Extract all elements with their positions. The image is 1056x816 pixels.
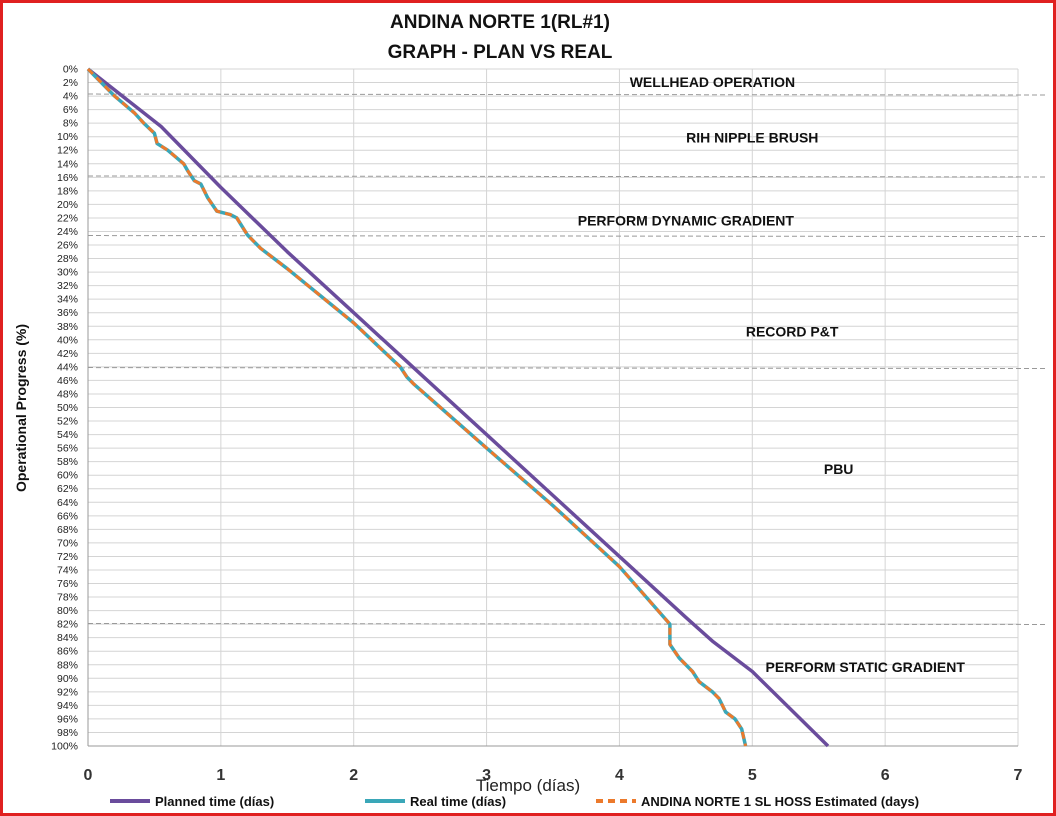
x-tick-label: 1 <box>216 767 225 784</box>
y-tick-label: 40% <box>57 334 78 346</box>
y-tick-label: 32% <box>57 280 78 292</box>
y-tick-label: 24% <box>57 226 78 238</box>
y-tick-label: 50% <box>57 402 78 414</box>
y-tick-label: 60% <box>57 470 78 482</box>
y-tick-label: 64% <box>57 497 78 509</box>
y-tick-label: 78% <box>57 592 78 604</box>
y-tick-label: 12% <box>57 145 78 157</box>
y-tick-label: 94% <box>57 700 78 712</box>
phase-label: PERFORM DYNAMIC GRADIENT <box>578 213 795 229</box>
y-tick-label: 58% <box>57 456 78 468</box>
x-tick-labels: 0 1 2 3 4 5 6 7 <box>84 767 1023 784</box>
chart-subtitle: GRAPH - PLAN VS REAL <box>387 42 613 63</box>
y-tick-label: 82% <box>57 619 78 631</box>
x-tick-label: 2 <box>349 767 358 784</box>
legend-label: Planned time (días) <box>155 794 274 809</box>
y-tick-label: 46% <box>57 375 78 387</box>
y-tick-label: 8% <box>63 118 78 130</box>
y-tick-labels: 0%2% 4%6% 8%10% 12%14% 16%18% 20%22% 24% 26%28%… <box>51 64 78 753</box>
y-tick-label: 86% <box>57 646 78 658</box>
y-tick-label: 70% <box>57 537 78 549</box>
y-tick-label: 42% <box>57 348 78 360</box>
y-tick-label: 10% <box>57 131 78 143</box>
phase-boundaries <box>87 93 1047 625</box>
x-tick-label: 6 <box>881 767 890 784</box>
legend-label: Real time (días) <box>410 794 506 809</box>
x-tick-label: 3 <box>482 767 491 784</box>
y-tick-label: 2% <box>63 77 78 89</box>
y-tick-label: 90% <box>57 673 78 685</box>
y-tick-label: 4% <box>63 91 78 103</box>
x-tick-label: 4 <box>615 767 624 784</box>
y-tick-label: 54% <box>57 429 78 441</box>
series-line-1 <box>86 67 830 748</box>
y-tick-label: 44% <box>57 361 78 373</box>
phase-boundary-line <box>87 367 1047 370</box>
y-tick-label: 66% <box>57 510 78 522</box>
phase-label: WELLHEAD OPERATION <box>630 74 795 90</box>
y-tick-label: 14% <box>57 158 78 170</box>
y-tick-label: 52% <box>57 416 78 428</box>
y-tick-label: 34% <box>57 294 78 306</box>
y-tick-label: 92% <box>57 686 78 698</box>
series-lines <box>86 67 830 748</box>
y-tick-label: 62% <box>57 483 78 495</box>
y-tick-label: 38% <box>57 321 78 333</box>
y-tick-label: 0% <box>63 64 78 76</box>
phase-boundary-line <box>87 93 1047 96</box>
chart-title: ANDINA NORTE 1(RL#1) <box>390 12 610 33</box>
y-tick-label: 84% <box>57 632 78 644</box>
legend: Planned time (días) Real time (días) ANDIN… <box>110 794 919 809</box>
y-axis-title: Operational Progress (%) <box>13 324 29 492</box>
y-tick-label: 48% <box>57 388 78 400</box>
phase-boundary-line <box>87 235 1047 238</box>
y-tick-label: 74% <box>57 564 78 576</box>
x-tick-label: 0 <box>84 767 93 784</box>
y-tick-label: 6% <box>63 104 78 116</box>
grid <box>87 68 1019 747</box>
y-tick-label: 16% <box>57 172 78 184</box>
phase-boundary-line <box>87 175 1047 178</box>
y-tick-label: 76% <box>57 578 78 590</box>
legend-label: ANDINA NORTE 1 SL HOSS Estimated (days) <box>641 794 919 809</box>
phase-label: RECORD P&T <box>746 324 839 340</box>
x-tick-label: 5 <box>748 767 757 784</box>
y-tick-label: 88% <box>57 659 78 671</box>
phase-label: RIH NIPPLE BRUSH <box>686 129 818 145</box>
x-tick-label: 7 <box>1014 767 1023 784</box>
y-tick-label: 36% <box>57 307 78 319</box>
y-tick-label: 80% <box>57 605 78 617</box>
y-tick-label: 56% <box>57 443 78 455</box>
phase-label: PERFORM STATIC GRADIENT <box>766 659 966 675</box>
y-tick-label: 18% <box>57 185 78 197</box>
y-tick-label: 96% <box>57 713 78 725</box>
y-tick-label: 30% <box>57 267 78 279</box>
y-tick-label: 20% <box>57 199 78 211</box>
series-line-3 <box>86 67 748 747</box>
y-tick-label: 100% <box>51 741 78 753</box>
y-tick-label: 26% <box>57 240 78 252</box>
y-tick-label: 72% <box>57 551 78 563</box>
phase-annotations: WELLHEAD OPERATION RIH NIPPLE BRUSH PERFOR… <box>578 74 966 675</box>
y-tick-label: 68% <box>57 524 78 536</box>
x-axis-title: Tiempo (días) <box>476 776 580 795</box>
phase-label: PBU <box>824 461 854 477</box>
y-tick-label: 22% <box>57 212 78 224</box>
y-tick-label: 98% <box>57 727 78 739</box>
y-tick-label: 28% <box>57 253 78 265</box>
